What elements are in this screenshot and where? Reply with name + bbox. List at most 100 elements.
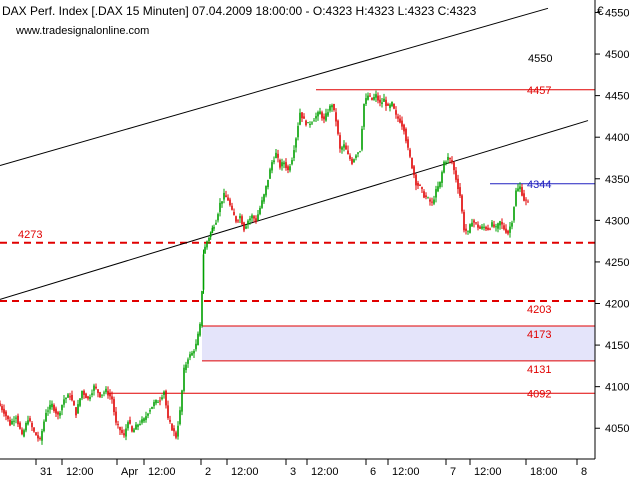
candle-body — [15, 417, 17, 419]
candle-body — [5, 411, 7, 417]
candle-body — [335, 112, 337, 122]
y-axis: 4050 4100 4150 4200 4250 4300 4350 4400 4450 4500… — [594, 0, 629, 459]
y-tick-label: 4550 — [605, 7, 629, 19]
candle-body — [481, 226, 483, 229]
candle-body — [183, 367, 185, 391]
candle-body — [29, 418, 31, 422]
candle-body — [257, 214, 259, 221]
candle-body — [275, 152, 277, 158]
candle-body — [208, 237, 210, 242]
candle-body — [405, 128, 407, 142]
candle-body — [361, 128, 363, 150]
candle-body — [121, 429, 123, 433]
candle-body — [379, 99, 381, 103]
candle-body — [421, 187, 423, 189]
candle-body — [179, 410, 181, 425]
chart-header: DAX Perf. Index [.DAX 15 Minuten] 07.04.… — [2, 4, 477, 18]
candle-body — [419, 185, 421, 187]
candle-body — [505, 228, 507, 233]
candle-body — [463, 212, 465, 231]
candle-body — [459, 187, 461, 196]
candle-body — [397, 116, 399, 119]
candle-body — [483, 226, 485, 228]
candle-body — [255, 218, 257, 222]
candle-body — [167, 405, 169, 418]
level-label-4457: 4457 — [527, 85, 551, 97]
candle-body — [465, 228, 467, 231]
gap-zone — [202, 325, 595, 361]
candle-body — [339, 135, 341, 149]
candle-body — [277, 153, 279, 158]
candle-body — [453, 162, 455, 171]
candle-body — [157, 401, 159, 403]
candle-body — [527, 201, 529, 203]
candle-body — [53, 404, 55, 411]
candle-body — [493, 224, 495, 227]
y-tick-label: 4050 — [605, 423, 629, 435]
candle-body — [291, 160, 293, 165]
candle-body — [279, 160, 281, 168]
candle-body — [165, 390, 167, 406]
plot-area: 4273 4203 4457 4173 4131 4092 4344 4550 — [0, 7, 595, 445]
watermark: www.tradesignalonline.com — [15, 25, 149, 37]
candle-body — [75, 407, 77, 416]
channel-label-4550: 4550 — [528, 53, 552, 65]
candle-body — [369, 95, 371, 97]
candle-body — [251, 215, 253, 219]
candle-body — [9, 419, 11, 426]
candle-body — [427, 197, 429, 199]
candle-body — [285, 162, 287, 168]
candle-body — [97, 389, 99, 393]
x-tick-label: Apr — [121, 466, 138, 478]
level-label-4203: 4203 — [527, 304, 551, 316]
candle-body — [351, 158, 353, 164]
candle-body — [171, 424, 173, 431]
x-tick-label: 7 — [450, 466, 456, 478]
candle-body — [371, 97, 373, 100]
candle-body — [467, 230, 469, 232]
x-tick-label: 18:00 — [530, 466, 558, 478]
candle-body — [495, 226, 497, 228]
candle-body — [271, 162, 273, 171]
candle-body — [131, 426, 133, 432]
candle-body — [447, 156, 449, 161]
candle-body — [353, 159, 355, 163]
candle-body — [445, 161, 447, 163]
candle-body — [305, 120, 307, 126]
candle-body — [139, 424, 141, 426]
candle-body — [201, 291, 203, 326]
candle-body — [227, 197, 229, 201]
candle-body — [13, 420, 15, 422]
candle-body — [127, 422, 129, 429]
candle-body — [443, 161, 445, 173]
candle-body — [119, 426, 121, 431]
y-tick-label: 4150 — [605, 340, 629, 352]
candle-body — [37, 435, 39, 439]
x-tick-label: 3 — [290, 466, 296, 478]
candle-body — [241, 216, 243, 225]
candle-body — [57, 412, 59, 415]
candle-body — [511, 222, 513, 227]
candle-body — [247, 220, 249, 225]
candle-body — [507, 230, 509, 234]
candle-body — [471, 222, 473, 227]
candle-body — [273, 160, 275, 163]
candle-body — [47, 410, 49, 412]
candle-body — [359, 151, 361, 153]
candle-body — [521, 187, 523, 196]
candle-body — [67, 394, 69, 398]
candle-body — [249, 218, 251, 221]
candle-body — [265, 185, 267, 196]
y-tick-label: 4300 — [605, 215, 629, 227]
candle-body — [441, 172, 443, 183]
candle-body — [193, 351, 195, 354]
candle-body — [23, 430, 25, 437]
candle-body — [267, 179, 269, 188]
candle-body — [99, 392, 101, 398]
candle-body — [173, 428, 175, 432]
candle-body — [103, 392, 105, 394]
x-tick-label: 6 — [370, 466, 376, 478]
candle-body — [215, 222, 217, 225]
candle-body — [147, 413, 149, 416]
candle-body — [411, 157, 413, 169]
